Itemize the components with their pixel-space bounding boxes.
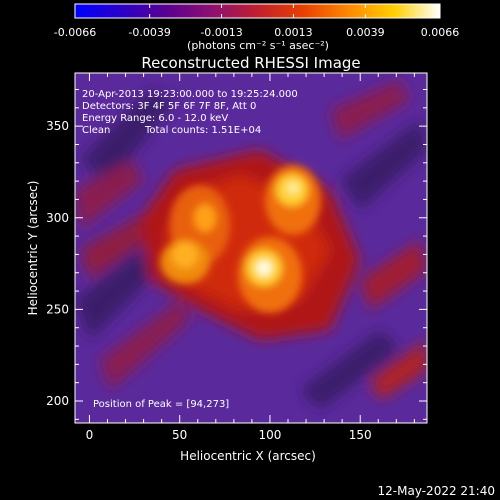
colorbar: -0.0066 -0.0039 -0.0013 0.0013 0.0039 0.0066 …	[54, 3, 459, 52]
footer-timestamp: 12-May-2022 21:40	[378, 484, 495, 498]
annotation-energy-range: Energy Range: 6.0 - 12.0 keV	[82, 113, 228, 124]
x-axis-label: Heliocentric X (arcsec)	[180, 449, 316, 463]
x-tick-label: 50	[172, 428, 187, 442]
colorbar-gradient	[74, 3, 441, 19]
annotation-time-range: 20-Apr-2013 19:23:00.000 to 19:25:24.000	[82, 89, 298, 100]
info-annotations: 20-Apr-2013 19:23:00.000 to 19:25:24.000…	[82, 89, 298, 136]
chart-title: Reconstructed RHESSI Image	[141, 54, 360, 72]
plot-frame	[74, 72, 428, 424]
annotation-detectors: Detectors: 3F 4F 5F 6F 7F 8F, Att 0	[82, 101, 256, 112]
colorbar-tick-label: 0.0039	[346, 26, 385, 39]
y-tick-label: 350	[46, 119, 69, 133]
x-tick-label: 100	[259, 428, 282, 442]
colorbar-unit-label: (photons cm⁻² s⁻¹ asec⁻²)	[187, 39, 329, 52]
heatmap-bright-sources	[160, 165, 321, 313]
y-axis-label: Heliocentric Y (arcsec)	[26, 181, 40, 316]
y-tick-label: 300	[46, 211, 69, 225]
annotation-method: Clean	[82, 125, 110, 136]
y-tick-label: 200	[46, 394, 69, 408]
x-axis: 0 50 100 150	[86, 73, 415, 442]
y-axis: 200 250 300 350	[46, 88, 427, 420]
heatmap-image	[75, 73, 427, 423]
colorbar-tick-label: -0.0066	[54, 26, 96, 39]
colorbar-tick-label: 0.0066	[421, 26, 460, 39]
colorbar-tick-label: -0.0013	[200, 26, 242, 39]
peak-position-label: Position of Peak = [94,273]	[93, 399, 229, 410]
colorbar-tick-label: -0.0039	[128, 26, 170, 39]
x-tick-label: 0	[86, 428, 94, 442]
colorbar-ticks: -0.0066 -0.0039 -0.0013 0.0013 0.0039 0.0066	[54, 4, 459, 39]
annotation-total-counts: Total counts: 1.51E+04	[144, 125, 261, 136]
x-tick-label: 150	[349, 428, 372, 442]
colorbar-tick-label: 0.0013	[274, 26, 313, 39]
y-tick-label: 250	[46, 302, 69, 316]
